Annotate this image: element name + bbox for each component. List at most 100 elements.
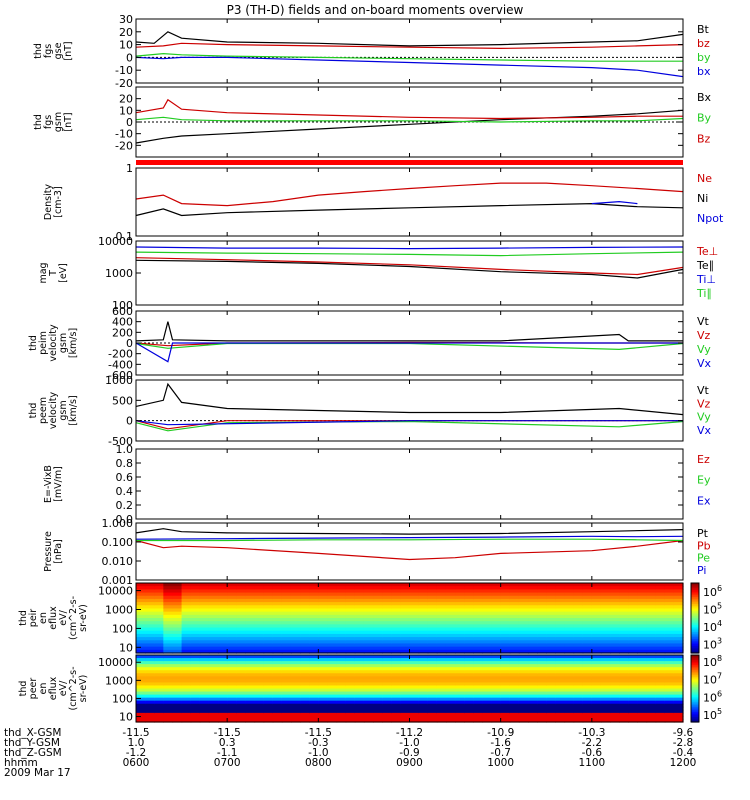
heatmap-cell [591, 688, 602, 693]
heatmap-cell [582, 633, 593, 638]
heatmap-cell [655, 661, 666, 665]
heatmap-cell [427, 618, 438, 622]
heatmap-cell [509, 640, 520, 645]
series-line-Vx [135, 420, 683, 426]
heatmap-cell [336, 640, 347, 645]
heatmap-cell [409, 712, 420, 717]
heatmap-cell [646, 670, 657, 674]
colorbar-cell [691, 696, 699, 700]
heatmap-cell [537, 679, 547, 684]
legend-entry: by [697, 51, 711, 64]
heatmap-cell [528, 676, 538, 680]
y-axis-label-line: en [38, 683, 49, 695]
heatmap-cell [509, 595, 520, 600]
heatmap-cell [327, 658, 338, 662]
heatmap-cell [436, 608, 447, 613]
heatmap-cell [145, 712, 155, 717]
heatmap-cell [218, 605, 228, 610]
heatmap-cell [655, 673, 666, 677]
heatmap-cell [199, 703, 210, 708]
heatmap-cell [354, 637, 365, 641]
heatmap-cell [290, 670, 301, 674]
heatmap-cell [600, 688, 611, 693]
heatmap-cell [218, 709, 228, 714]
legend-entry: Ex [697, 494, 711, 507]
heatmap-cell [464, 592, 474, 597]
heatmap-cell [227, 664, 237, 668]
time-axis-cell: 0.3 [219, 737, 236, 749]
heatmap-cell [610, 697, 620, 702]
heatmap-cell [327, 595, 338, 600]
heatmap-cell [482, 697, 493, 702]
heatmap-cell [382, 703, 392, 708]
colorbar-cell [691, 632, 699, 635]
heatmap-cell [582, 589, 593, 594]
heatmap-cell [427, 718, 438, 723]
heatmap-cell [564, 595, 575, 600]
heatmap-cell [427, 658, 438, 662]
heatmap-cell [373, 598, 383, 603]
heatmap-cell [573, 700, 584, 705]
heatmap-cell [610, 661, 620, 665]
heatmap-cell [309, 646, 319, 651]
heatmap-cell [673, 633, 684, 638]
heatmap-cell [509, 658, 520, 662]
heatmap-cell [491, 682, 502, 687]
heatmap-cell [464, 706, 474, 711]
heatmap-cell [555, 682, 566, 687]
heatmap-cell [673, 694, 684, 699]
heatmap-cell [628, 643, 639, 648]
heatmap-cell [528, 611, 538, 616]
heatmap-cell [136, 614, 146, 619]
heatmap-cell [427, 608, 438, 613]
heatmap-cell [482, 611, 493, 616]
heatmap-cell [518, 685, 529, 690]
heatmap-cell [409, 655, 420, 659]
heatmap-cell [345, 682, 356, 687]
heatmap-cell [400, 655, 411, 659]
heatmap-cell [600, 583, 611, 587]
heatmap-cell [290, 589, 301, 594]
heatmap-cell [528, 664, 538, 668]
heatmap-cell [473, 682, 484, 687]
heatmap-cell [482, 685, 493, 690]
heatmap-cell [145, 605, 155, 610]
heatmap-cell [354, 715, 365, 720]
heatmap-cell [546, 605, 556, 610]
heatmap-cell [300, 583, 310, 587]
heatmap-cell [436, 658, 447, 662]
heatmap-cell [537, 637, 547, 641]
heatmap-cell [628, 602, 639, 606]
heatmap-cell [245, 706, 256, 711]
heatmap-cell [509, 670, 520, 674]
heatmap-cell [500, 667, 511, 671]
heatmap-cell [409, 592, 420, 597]
heatmap-cell [363, 667, 374, 671]
heatmap-cell [628, 611, 639, 616]
heatmap-cell [646, 637, 657, 641]
heatmap-cell [208, 667, 219, 671]
heatmap-cell [145, 595, 155, 600]
heatmap-cell [546, 712, 556, 717]
heatmap-cell [436, 614, 447, 619]
heatmap-cell [518, 706, 529, 711]
heatmap-cell [655, 589, 666, 594]
heatmap-cell [382, 700, 392, 705]
heatmap-cell [263, 633, 274, 638]
heatmap-cell [281, 661, 292, 665]
heatmap-cell [619, 598, 629, 603]
heatmap-cell [318, 667, 329, 671]
heatmap-cell [218, 643, 228, 648]
heatmap-cell [218, 712, 228, 717]
heatmap-cell [518, 618, 529, 622]
heatmap-cell [637, 624, 648, 629]
heatmap-cell [336, 646, 347, 651]
y-axis-label-line: [nT] [63, 112, 74, 131]
heatmap-cell [318, 583, 329, 587]
heatmap-cell [546, 624, 556, 629]
heatmap-cell [655, 670, 666, 674]
heatmap-cell [546, 694, 556, 699]
heatmap-cell [455, 682, 465, 687]
heatmap-cell [528, 589, 538, 594]
heatmap-cell [646, 679, 657, 684]
